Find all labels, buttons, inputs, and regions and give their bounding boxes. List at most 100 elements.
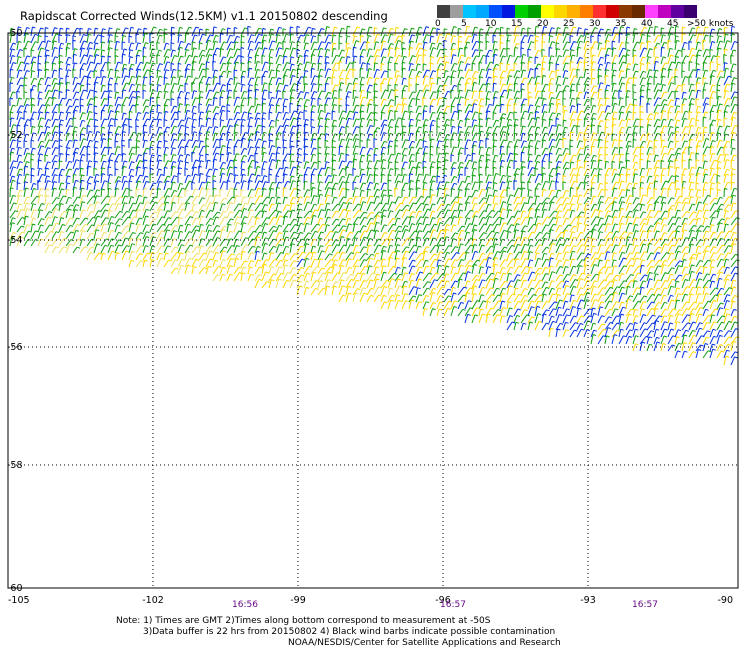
wind-barb-flag bbox=[299, 97, 304, 100]
wind-barb bbox=[415, 112, 420, 121]
wind-barb-flag bbox=[377, 49, 381, 51]
wind-barb bbox=[730, 96, 735, 107]
wind-barb-flag bbox=[415, 83, 420, 86]
wind-barb-flag bbox=[731, 181, 735, 184]
wind-barb-flag bbox=[465, 98, 470, 101]
wind-barb-flag bbox=[209, 126, 213, 129]
wind-barb bbox=[72, 54, 75, 65]
wind-barb bbox=[163, 43, 167, 51]
wind-barb-flag bbox=[243, 97, 247, 100]
wind-barb bbox=[142, 124, 145, 135]
wind-barb-flag bbox=[577, 159, 581, 162]
wind-barb bbox=[562, 41, 568, 51]
wind-barb bbox=[184, 180, 190, 191]
wind-barb-flag bbox=[390, 168, 394, 171]
wind-barb-flag bbox=[12, 42, 17, 45]
wind-barb-flag bbox=[593, 154, 597, 157]
wind-barb-flag bbox=[277, 90, 281, 92]
wind-barb bbox=[240, 76, 243, 86]
wind-barb-flag bbox=[361, 104, 365, 107]
wind-barb-flag bbox=[219, 188, 223, 191]
wind-barb-flag bbox=[397, 40, 402, 42]
wind-barb bbox=[653, 154, 657, 163]
wind-barb-flag bbox=[369, 173, 373, 176]
wind-barb-flag bbox=[18, 56, 22, 59]
wind-barb-flag bbox=[503, 189, 507, 192]
wind-barb bbox=[520, 69, 524, 79]
wind-barb-flag bbox=[164, 153, 168, 156]
wind-barb-flag bbox=[96, 173, 100, 176]
wind-barb-flag bbox=[397, 74, 401, 77]
wind-barb-flag bbox=[290, 56, 295, 59]
wind-barb bbox=[471, 103, 475, 114]
wind-barb-flag bbox=[122, 35, 127, 37]
wind-barb bbox=[149, 154, 153, 163]
wind-barb bbox=[338, 187, 343, 198]
wind-barb-flag bbox=[718, 161, 722, 163]
wind-barb-flag bbox=[349, 138, 353, 141]
wind-barb bbox=[569, 98, 573, 107]
wind-barb-flag bbox=[718, 167, 722, 170]
wind-barb-flag bbox=[370, 55, 374, 58]
wind-barb bbox=[128, 96, 133, 107]
wind-barb-flag bbox=[544, 103, 548, 106]
wind-barb bbox=[422, 166, 425, 177]
wind-barb bbox=[527, 104, 531, 114]
wind-barb-flag bbox=[270, 187, 275, 190]
wind-barb bbox=[275, 55, 280, 65]
wind-barb-flag bbox=[598, 68, 602, 71]
wind-barb bbox=[100, 110, 103, 121]
wind-barb-flag bbox=[388, 145, 393, 148]
wind-barb-flag bbox=[404, 173, 408, 176]
wind-barb bbox=[72, 91, 77, 100]
wind-barb bbox=[394, 75, 399, 86]
wind-barb-flag bbox=[671, 153, 675, 156]
wind-barb bbox=[443, 76, 449, 86]
wind-barb-flag bbox=[174, 118, 178, 121]
wind-barb-flag bbox=[394, 144, 398, 147]
wind-barb-flag bbox=[55, 167, 59, 170]
wind-barb bbox=[226, 139, 230, 149]
wind-barb-flag bbox=[328, 187, 332, 190]
wind-barb-flag bbox=[440, 63, 444, 66]
wind-barb-flag bbox=[507, 166, 511, 169]
wind-barb bbox=[723, 174, 727, 184]
wind-barb bbox=[695, 49, 700, 58]
wind-barb bbox=[128, 90, 134, 100]
wind-barb bbox=[380, 119, 385, 128]
wind-barb-flag bbox=[458, 40, 463, 43]
wind-barb-flag bbox=[304, 70, 309, 72]
wind-barb bbox=[65, 133, 69, 142]
wind-barb-flag bbox=[167, 61, 171, 64]
wind-barb bbox=[212, 159, 215, 170]
wind-barb bbox=[219, 110, 223, 121]
wind-barb-flag bbox=[40, 117, 45, 120]
wind-barb-flag bbox=[75, 105, 80, 108]
wind-barb bbox=[401, 90, 404, 100]
wind-barb bbox=[688, 48, 693, 58]
wind-barb-flag bbox=[354, 111, 359, 114]
wind-barb-flag bbox=[423, 49, 427, 52]
wind-barb-flag bbox=[359, 160, 364, 163]
wind-barb-flag bbox=[115, 48, 119, 51]
wind-barb-flag bbox=[186, 68, 190, 71]
wind-barb-flag bbox=[157, 84, 162, 87]
wind-barb-flag bbox=[594, 138, 598, 141]
wind-barb-flag bbox=[541, 48, 545, 51]
wind-barb bbox=[65, 105, 70, 114]
wind-barb bbox=[149, 41, 152, 51]
wind-barb bbox=[590, 77, 593, 86]
wind-barb-flag bbox=[653, 146, 658, 148]
wind-barb bbox=[100, 127, 103, 135]
wind-barb-flag bbox=[67, 111, 72, 114]
legend-tick-label: 10 bbox=[485, 19, 497, 29]
wind-barb-flag bbox=[234, 145, 238, 148]
wind-barb bbox=[240, 70, 244, 79]
wind-barb bbox=[534, 126, 538, 135]
wind-barb bbox=[359, 110, 362, 121]
wind-barb-flag bbox=[488, 68, 492, 71]
wind-barb bbox=[387, 105, 392, 114]
wind-barb-flag bbox=[361, 117, 366, 120]
wind-barb-flag bbox=[654, 46, 658, 49]
